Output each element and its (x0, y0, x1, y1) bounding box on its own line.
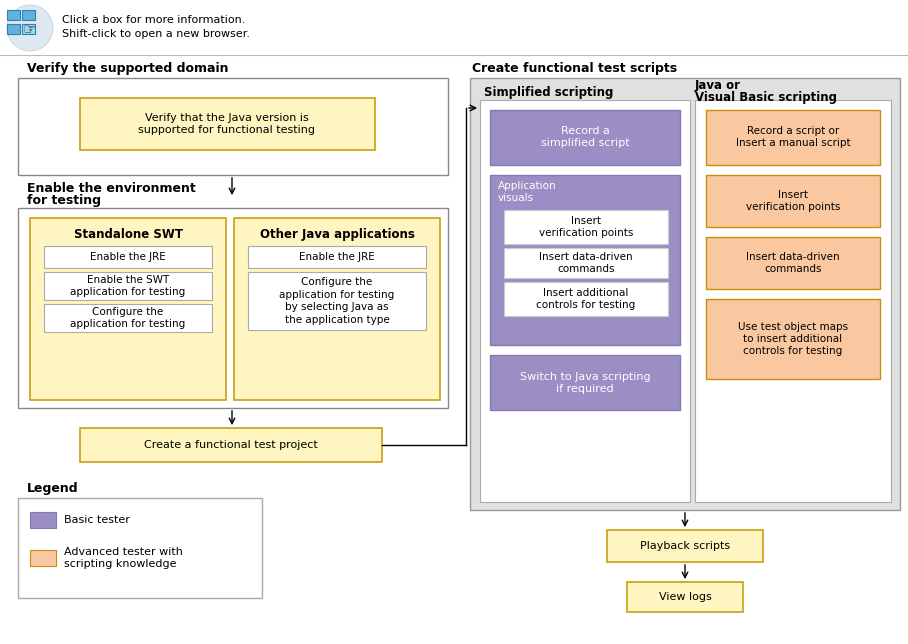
Bar (30, 218, 226, 400)
Text: Enable the JRE: Enable the JRE (90, 252, 166, 262)
Text: View logs: View logs (658, 592, 711, 602)
Text: Enable the environment: Enable the environment (27, 182, 196, 194)
Bar (504, 282, 668, 316)
Bar (706, 237, 880, 289)
Text: Simplified scripting: Simplified scripting (484, 86, 614, 99)
Bar (248, 272, 426, 330)
Bar (44, 304, 212, 332)
Bar (248, 246, 426, 268)
Bar (706, 110, 880, 165)
Bar (504, 248, 668, 278)
Text: Shift-click to open a new browser.: Shift-click to open a new browser. (62, 29, 250, 39)
Bar (490, 175, 680, 345)
Text: Advanced tester with
scripting knowledge: Advanced tester with scripting knowledge (64, 547, 183, 569)
Bar (490, 355, 680, 410)
Text: Insert data-driven
commands: Insert data-driven commands (746, 252, 840, 274)
Text: Switch to Java scripting
if required: Switch to Java scripting if required (519, 372, 650, 394)
Text: Basic tester: Basic tester (64, 515, 130, 525)
Text: Verify that the Java version is
supported for functional testing: Verify that the Java version is supporte… (139, 113, 315, 135)
Text: ☞: ☞ (22, 23, 35, 37)
Text: Record a script or
Insert a manual script: Record a script or Insert a manual scrip… (735, 126, 850, 148)
Bar (18, 208, 448, 408)
Bar (234, 218, 440, 400)
Bar (627, 582, 743, 612)
Bar (22, 10, 35, 20)
Bar (480, 100, 690, 502)
Text: Click a box for more information.: Click a box for more information. (62, 15, 245, 25)
Bar (504, 210, 668, 244)
Text: Record a
simplified script: Record a simplified script (540, 126, 629, 148)
Text: Insert additional
controls for testing: Insert additional controls for testing (537, 288, 636, 310)
Text: Java or: Java or (695, 79, 741, 91)
Bar (706, 299, 880, 379)
Bar (44, 272, 212, 300)
Bar (7, 24, 20, 34)
Bar (470, 78, 900, 510)
Text: Other Java applications: Other Java applications (260, 227, 414, 240)
Text: Insert
verification points: Insert verification points (538, 216, 633, 238)
Text: Verify the supported domain: Verify the supported domain (27, 61, 229, 75)
Bar (80, 98, 375, 150)
Text: Insert data-driven
commands: Insert data-driven commands (539, 252, 633, 274)
Text: for testing: for testing (27, 193, 101, 207)
Bar (44, 246, 212, 268)
Text: Visual Basic scripting: Visual Basic scripting (695, 91, 837, 104)
Bar (30, 512, 56, 528)
Text: Insert
verification points: Insert verification points (745, 190, 840, 213)
Bar (607, 530, 763, 562)
Bar (7, 10, 20, 20)
Text: Configure the
application for testing
by selecting Java as
the application type: Configure the application for testing by… (280, 278, 395, 325)
Text: Legend: Legend (27, 482, 79, 495)
Text: Create a functional test project: Create a functional test project (144, 440, 318, 450)
Bar (18, 498, 262, 598)
Text: Create functional test scripts: Create functional test scripts (472, 61, 677, 75)
Bar (695, 100, 891, 502)
Text: Enable the JRE: Enable the JRE (299, 252, 375, 262)
Circle shape (7, 5, 53, 51)
Bar (490, 110, 680, 165)
Bar (30, 550, 56, 566)
Bar (22, 24, 35, 34)
Bar (706, 175, 880, 227)
Bar (18, 78, 448, 175)
Text: Application
visuals: Application visuals (498, 181, 557, 203)
Text: Use test object maps
to insert additional
controls for testing: Use test object maps to insert additiona… (738, 321, 848, 356)
Text: Enable the SWT
application for testing: Enable the SWT application for testing (71, 275, 185, 297)
Text: Standalone SWT: Standalone SWT (74, 227, 183, 240)
Text: Configure the
application for testing: Configure the application for testing (71, 307, 185, 329)
Bar (80, 428, 382, 462)
Text: Playback scripts: Playback scripts (640, 541, 730, 551)
